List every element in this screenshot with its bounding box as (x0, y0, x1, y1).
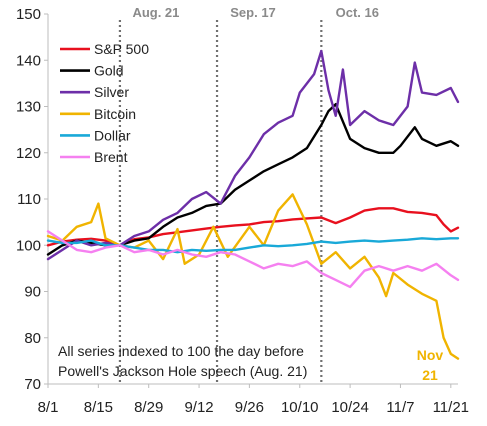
series-line-3 (46, 193, 460, 360)
legend-label: Silver (94, 84, 129, 100)
end-label: Nov (417, 347, 444, 363)
annotation-line: Powell's Jackson Hole speech (Aug. 21) (58, 363, 307, 379)
annotation-note: All series indexed to 100 the day before… (58, 343, 443, 383)
x-tick-label: 8/1 (38, 399, 59, 416)
event-label: Oct. 16 (336, 5, 379, 20)
x-tick-label: 10/10 (281, 399, 319, 416)
y-tick-label: 80 (24, 330, 41, 347)
event-markers: Aug. 21 Sep. 17 Oct. 16 (118, 5, 379, 384)
x-tick-label: 8/29 (134, 399, 163, 416)
series-line-5 (46, 230, 460, 289)
x-tick-label: 11/7 (386, 399, 414, 416)
event-label: Sep. 17 (230, 5, 276, 20)
x-tick-label: 8/15 (84, 399, 113, 416)
y-tick-label: 120 (16, 145, 41, 162)
legend-label: Bitcoin (94, 106, 136, 122)
axes: 70 80 90 100 110 120 130 140 150 8/1 8/15 8/29 9/12 9… (16, 6, 469, 416)
end-label: 21 (422, 367, 438, 383)
annotation-line: All series indexed to 100 the day before (58, 343, 304, 359)
y-tick-label: 130 (16, 99, 41, 116)
y-tick-label: 70 (24, 376, 41, 393)
x-tick-label: 9/26 (235, 399, 264, 416)
legend-label: Dollar (94, 127, 131, 143)
legend-label: Gold (94, 63, 124, 79)
x-tick-label: 11/21 (433, 399, 469, 416)
y-tick-label: 140 (16, 52, 41, 69)
legend-label: Brent (94, 149, 128, 165)
series-line-2 (46, 49, 460, 261)
y-tick-label: 90 (24, 284, 41, 301)
legend: S&P 500 Gold Silver Bitcoin Dollar Brent (60, 41, 149, 165)
x-tick-label: 10/24 (331, 399, 369, 416)
series-lines (46, 49, 460, 360)
legend-label: S&P 500 (94, 41, 149, 57)
y-tick-label: 100 (16, 237, 41, 254)
event-label: Aug. 21 (132, 5, 179, 20)
x-tick-label: 9/12 (184, 399, 213, 416)
y-tick-label: 110 (17, 191, 41, 208)
y-tick-label: 150 (16, 6, 41, 23)
